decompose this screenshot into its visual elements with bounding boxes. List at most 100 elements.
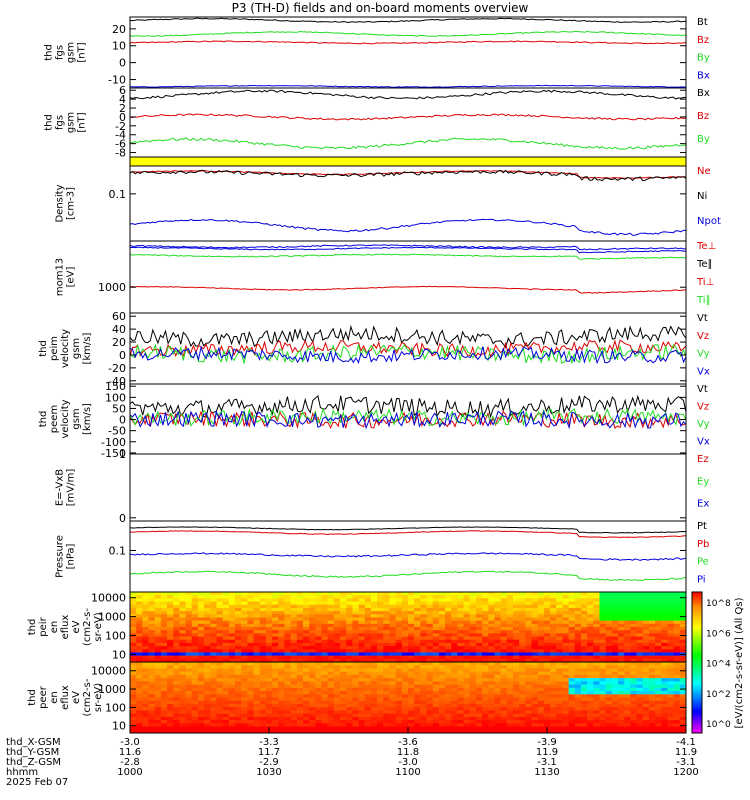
spectrogram-cell [500, 668, 508, 673]
spectrogram-cell [185, 726, 193, 731]
spectrogram-cell [667, 655, 675, 660]
spectrogram-cell [389, 700, 397, 705]
spectrogram-cell [482, 671, 489, 676]
spectrogram-cell [241, 681, 248, 686]
spectrogram-cell [537, 668, 545, 673]
spectrogram-cell [321, 723, 329, 728]
spectrogram-cell [185, 687, 193, 692]
spectrogram-cell [673, 633, 681, 638]
spectrogram-cell [543, 658, 551, 662]
spectrogram-cell [272, 630, 279, 634]
spectrogram-cell [401, 726, 409, 731]
spectrogram-cell [321, 655, 329, 660]
spectrogram-cell [401, 658, 409, 662]
spectrogram-cell [618, 700, 625, 705]
spectrogram-cell [469, 691, 477, 695]
spectrogram-cell [272, 668, 279, 673]
spectrogram-cell [426, 726, 434, 731]
spectrogram-cell [556, 671, 564, 676]
spectrogram-cell [241, 614, 248, 619]
spectrogram-cell [667, 604, 675, 609]
spectrogram-cell [364, 607, 372, 612]
spectrogram-cell [154, 652, 162, 657]
spectrogram-cell [340, 697, 347, 702]
spectrogram-cell [383, 601, 391, 606]
spectrogram-cell [370, 620, 378, 625]
spectrogram-cell [315, 607, 323, 612]
spectrogram-cell [148, 700, 156, 705]
spectrogram-cell [309, 636, 316, 641]
spectrogram-cell [574, 729, 582, 733]
spectrogram-cell [185, 658, 193, 662]
spectrogram-cell [173, 601, 181, 606]
spectrogram-cell [482, 707, 489, 712]
spectrogram-cell [191, 633, 199, 638]
spectrogram-cell [605, 674, 613, 679]
spectrogram-cell [482, 729, 489, 733]
spectrogram-cell [130, 729, 137, 733]
spectrogram-cell [296, 694, 304, 699]
spectrogram-cell [605, 601, 613, 606]
spectrogram-cell [377, 681, 384, 686]
spectrogram-cell [562, 723, 570, 728]
spectrogram-cell [265, 678, 273, 682]
spectrogram-cell [130, 655, 137, 660]
spectrogram-cell [605, 723, 613, 728]
spectrogram-cell [142, 729, 150, 733]
spectrogram-cell [624, 707, 631, 712]
spectrogram-cell [494, 697, 502, 702]
spectrogram-cell [451, 713, 459, 718]
spectrogram-cell [580, 646, 588, 650]
colorbar-tick-label: 10^0 [706, 720, 731, 730]
spectrogram-cell [321, 694, 329, 699]
spectrogram-cell [457, 713, 465, 718]
spectrogram-cell [278, 687, 286, 692]
spectrogram-cell [160, 627, 168, 631]
spectrogram-cell [642, 665, 650, 670]
spectrogram-cell [457, 636, 465, 641]
spectrogram-cell [272, 595, 279, 599]
spectrogram-cell [191, 614, 199, 619]
spectrogram-cell [642, 604, 650, 609]
spectrogram-cell [519, 703, 526, 708]
spectrogram-cell [469, 614, 477, 619]
y-tick-label: 6 [119, 84, 126, 97]
spectrogram-cell [179, 700, 187, 705]
spectrogram-cell [630, 646, 638, 650]
spectrogram-cell [562, 694, 570, 699]
spectrogram-cell [247, 716, 255, 721]
spectrogram-cell [438, 642, 446, 647]
spectrogram-cell [179, 684, 187, 689]
spectrogram-cell [377, 691, 384, 695]
spectrogram-cell [432, 595, 440, 599]
spectrogram-cell [247, 665, 255, 670]
spectrogram-cell [179, 729, 187, 733]
spectrogram-cell [580, 630, 588, 634]
spectrogram-cell [593, 678, 601, 682]
spectrogram-cell [642, 710, 650, 715]
spectrogram-cell [574, 707, 582, 712]
spectrogram-cell [451, 595, 459, 599]
spectrogram-cell [414, 592, 421, 596]
spectrogram-cell [395, 652, 403, 657]
spectrogram-cell [562, 617, 570, 622]
spectrogram-cell [383, 671, 391, 676]
spectrogram-cell [167, 678, 174, 682]
spectrogram-cell [624, 716, 631, 721]
spectrogram-cell [185, 595, 193, 599]
spectrogram-cell [500, 707, 508, 712]
spectrogram-cell [222, 697, 230, 702]
spectrogram-cell [624, 697, 631, 702]
spectrogram-cell [661, 700, 669, 705]
spectrogram-cell [185, 671, 193, 676]
spectrogram-cell [333, 681, 341, 686]
spectrogram-cell [309, 681, 316, 686]
spectrogram-cell [204, 678, 211, 682]
spectrogram-cell [648, 703, 656, 708]
spectrogram-cell [333, 684, 341, 689]
spectrogram-cell [216, 636, 224, 641]
spectrogram-cell [290, 662, 298, 666]
spectrogram-cell [599, 703, 607, 708]
spectrogram-cell [228, 598, 236, 603]
spectrogram-cell [494, 681, 502, 686]
